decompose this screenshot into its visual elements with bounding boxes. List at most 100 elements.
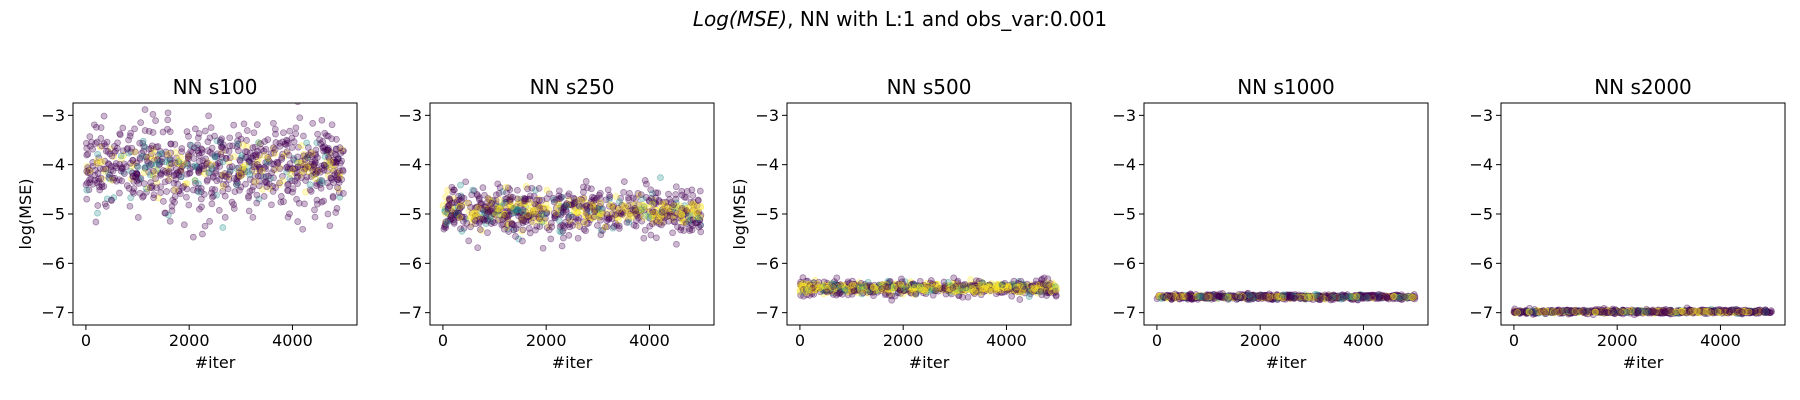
- scatter-point: [658, 219, 666, 226]
- scatter-point: [183, 128, 191, 135]
- scatter-point: [1008, 282, 1016, 290]
- scatter-point: [1314, 292, 1322, 300]
- scatter-point: [998, 281, 1006, 289]
- scatter-point: [975, 288, 983, 296]
- scatter-point: [1723, 307, 1731, 315]
- scatter-point: [893, 289, 900, 296]
- scatter-point: [327, 174, 335, 182]
- scatter-point: [1297, 295, 1305, 302]
- scatter-point: [149, 172, 157, 180]
- scatter-point: [1210, 290, 1218, 298]
- scatter-point: [148, 142, 156, 150]
- scatter-point: [826, 286, 833, 294]
- scatter-point: [959, 281, 967, 289]
- scatter-point: [197, 168, 205, 176]
- scatter-point: [1341, 293, 1349, 300]
- scatter-point: [1347, 293, 1355, 300]
- scatter-point: [689, 192, 697, 199]
- scatter-point: [296, 114, 304, 122]
- scatter-point: [308, 149, 316, 157]
- scatter-point: [958, 284, 965, 292]
- scatter-point: [827, 286, 835, 294]
- scatter-point: [1556, 307, 1564, 315]
- scatter-point: [292, 130, 300, 138]
- scatter-point: [1160, 294, 1168, 301]
- scatter-point: [861, 281, 869, 288]
- scatter-point: [1715, 308, 1723, 315]
- scatter-point: [1587, 308, 1595, 316]
- scatter-point: [1240, 293, 1248, 301]
- scatter-point: [1206, 294, 1213, 302]
- scatter-point: [1733, 308, 1741, 315]
- scatter-point: [307, 173, 315, 180]
- scatter-point: [1298, 294, 1306, 302]
- scatter-point: [960, 288, 967, 295]
- scatter-point: [1616, 308, 1624, 316]
- scatter-point: [307, 188, 315, 195]
- scatter-point: [450, 186, 457, 194]
- scatter-point: [894, 285, 901, 292]
- scatter-point: [543, 186, 551, 194]
- scatter-point: [1274, 292, 1282, 300]
- scatter-point: [95, 183, 103, 191]
- scatter-point: [1313, 294, 1321, 302]
- scatter-point: [1223, 293, 1231, 301]
- scatter-point: [1334, 292, 1342, 300]
- scatter-point: [806, 291, 814, 299]
- scatter-point: [315, 168, 322, 175]
- scatter-point: [174, 169, 182, 176]
- scatter-point: [1662, 308, 1670, 316]
- scatter-point: [1271, 292, 1279, 300]
- scatter-point: [1400, 293, 1408, 301]
- scatter-point: [935, 283, 943, 291]
- scatter-point: [1667, 310, 1675, 317]
- scatter-point: [672, 199, 680, 207]
- scatter-point: [1717, 308, 1725, 316]
- scatter-point: [832, 284, 840, 291]
- scatter-point: [891, 292, 899, 300]
- scatter-point: [494, 203, 501, 211]
- scatter-point: [295, 159, 302, 167]
- scatter-point: [1619, 309, 1627, 316]
- scatter-point: [218, 153, 226, 161]
- scatter-point: [929, 281, 936, 289]
- scatter-point: [1732, 307, 1740, 315]
- scatter-point: [217, 136, 224, 144]
- scatter-point: [1045, 283, 1053, 290]
- scatter-point: [857, 285, 864, 293]
- scatter-point: [1215, 292, 1222, 300]
- scatter-point: [1577, 308, 1585, 316]
- scatter-point: [94, 202, 102, 209]
- scatter-point: [1549, 308, 1557, 316]
- scatter-point: [866, 286, 874, 294]
- scatter-point: [877, 282, 884, 289]
- scatter-point: [110, 149, 118, 156]
- scatter-point: [1635, 308, 1643, 316]
- scatter-point: [604, 209, 612, 217]
- scatter-point: [532, 201, 540, 209]
- scatter-point: [834, 284, 842, 292]
- scatter-point: [1658, 308, 1666, 316]
- scatter-point: [951, 288, 959, 296]
- scatter-point: [456, 204, 464, 212]
- scatter-point: [1369, 294, 1377, 302]
- scatter-point: [521, 195, 529, 203]
- scatter-point: [165, 174, 173, 182]
- scatter-point: [511, 205, 518, 213]
- scatter-point: [163, 169, 171, 177]
- scatter-point: [1329, 294, 1336, 301]
- scatter-point: [318, 116, 326, 124]
- scatter-point: [840, 286, 848, 293]
- x-tick-label: 2000: [1597, 331, 1638, 350]
- scatter-point: [566, 223, 574, 231]
- scatter-point: [83, 139, 90, 147]
- scatter-point: [697, 213, 705, 221]
- scatter-point: [112, 164, 120, 172]
- scatter-point: [184, 153, 192, 161]
- scatter-point: [1550, 307, 1557, 315]
- scatter-point: [1631, 308, 1639, 315]
- scatter-point: [909, 280, 917, 288]
- scatter-point: [339, 147, 347, 155]
- scatter-point: [1318, 292, 1326, 300]
- scatter-point: [920, 287, 928, 294]
